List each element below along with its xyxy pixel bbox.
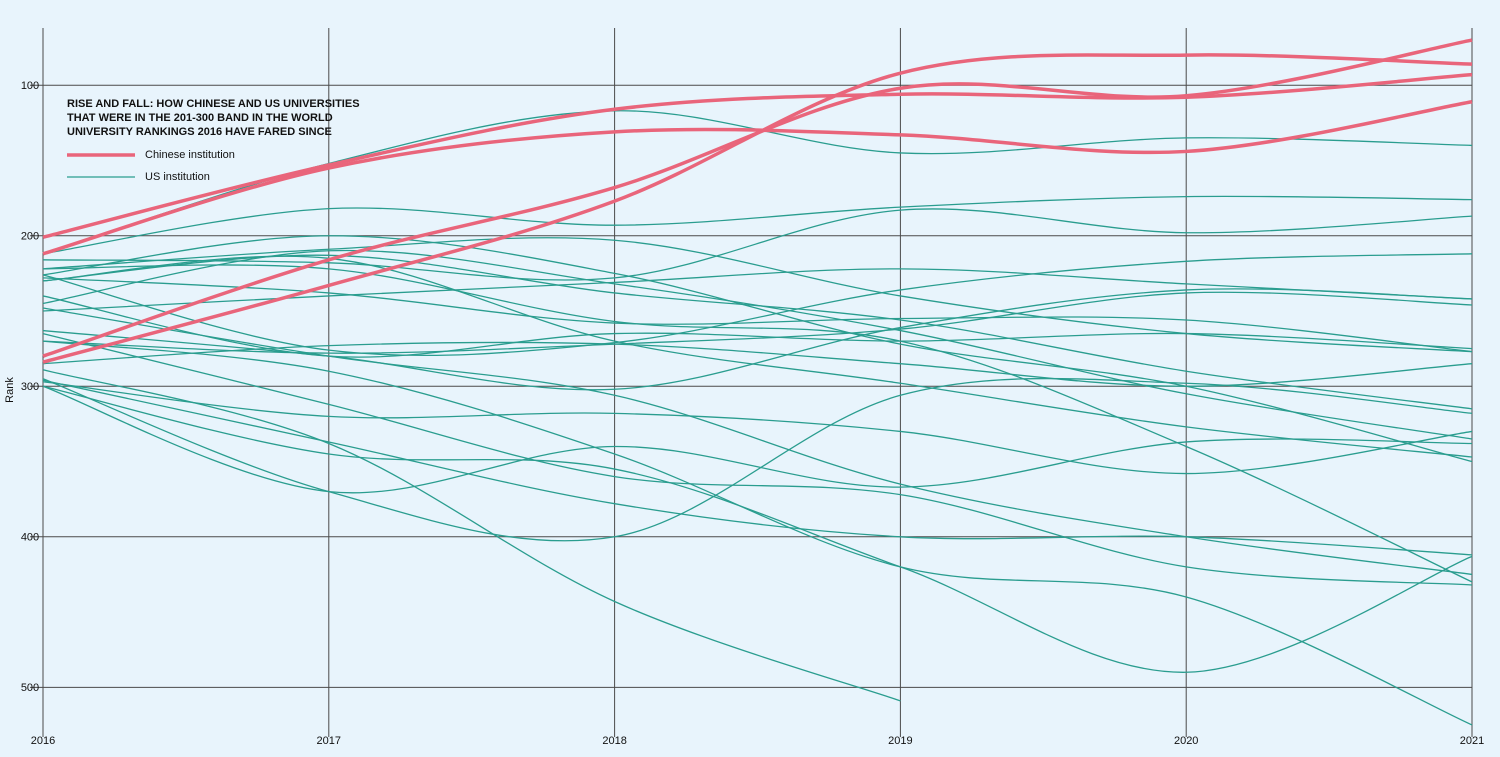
series-line: [42, 340, 1473, 726]
y-tick-label: 200: [21, 231, 39, 243]
series-line: [42, 235, 1473, 463]
chart-title: THAT WERE IN THE 201-300 BAND IN THE WOR…: [67, 112, 333, 124]
x-tick-label: 2017: [317, 735, 341, 747]
series-line: [42, 369, 901, 702]
series-line: [42, 295, 1473, 358]
chart-title: UNIVERSITY RANKINGS 2016 HAVE FARED SINC…: [67, 126, 332, 138]
x-tick-label: 2019: [888, 735, 912, 747]
legend-box: [55, 92, 315, 192]
legend-label: Chinese institution: [145, 149, 235, 161]
series-line: [42, 72, 1473, 239]
series-line: [42, 307, 1473, 576]
series-line: [42, 385, 1473, 673]
series-line: [42, 53, 1473, 364]
series-line: [42, 253, 1473, 357]
series-line: [42, 381, 1473, 475]
series-line: [42, 237, 1473, 353]
series-line: [42, 277, 1473, 353]
series-line: [42, 249, 1473, 440]
series-line: [42, 377, 1473, 542]
series-line: [42, 195, 1473, 255]
series-line: [42, 332, 1473, 586]
y-tick-label: 300: [21, 381, 39, 393]
series-line: [42, 385, 1473, 494]
chart-title: RISE AND FALL: HOW CHINESE AND US UNIVER…: [67, 98, 360, 110]
y-tick-label: 100: [21, 80, 39, 92]
series-line: [42, 379, 1473, 556]
x-tick-label: 2018: [602, 735, 626, 747]
y-axis-label: Rank: [4, 377, 16, 403]
y-tick-label: 500: [21, 682, 39, 694]
series-line: [42, 100, 1473, 256]
y-tick-label: 400: [21, 532, 39, 544]
series-line: [42, 255, 1473, 458]
x-tick-label: 2021: [1460, 735, 1484, 747]
legend-label: US institution: [145, 171, 210, 183]
series-line: [42, 208, 1473, 281]
x-tick-label: 2020: [1174, 735, 1198, 747]
x-tick-label: 2016: [31, 735, 55, 747]
